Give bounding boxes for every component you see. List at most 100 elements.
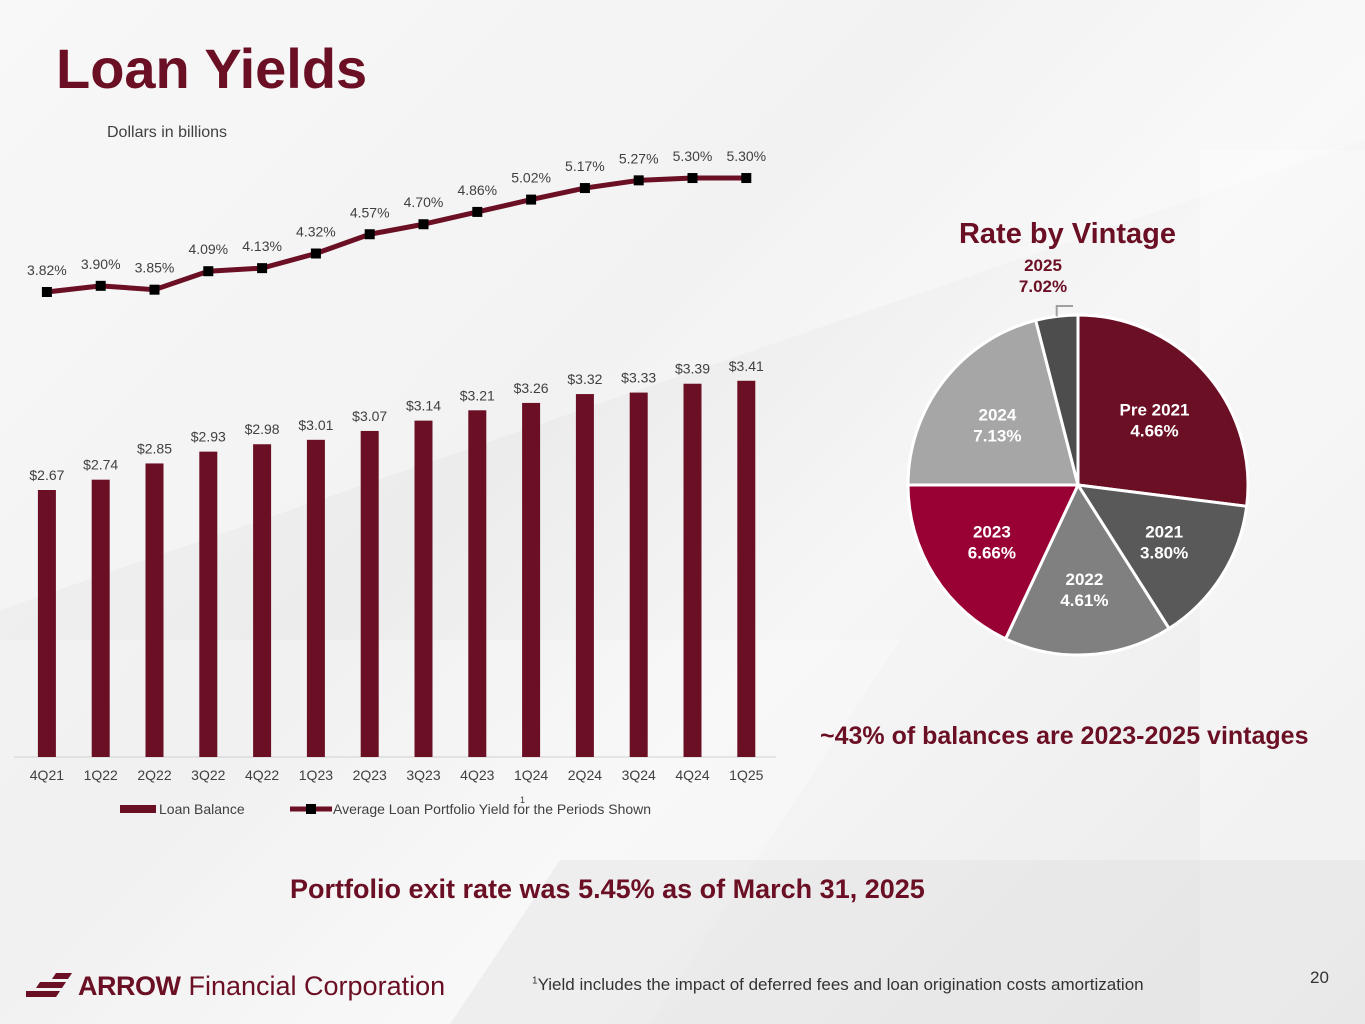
yield-point bbox=[257, 263, 268, 274]
bar-value-label: $3.21 bbox=[460, 387, 495, 403]
pie-slice-label: 2022 bbox=[1065, 570, 1103, 589]
bar-value-label: $3.14 bbox=[406, 398, 441, 414]
legend-footnote-marker: 1 bbox=[520, 795, 525, 805]
yield-point bbox=[472, 206, 483, 217]
loan-balance-bar bbox=[37, 490, 56, 757]
arrow-logo-icon bbox=[26, 973, 72, 997]
vintage-note: ~43% of balances are 2023-2025 vintages bbox=[820, 722, 1309, 750]
pie-slice bbox=[1033, 313, 1080, 486]
yield-point bbox=[741, 173, 752, 184]
yield-point bbox=[526, 194, 537, 205]
yield-point bbox=[149, 284, 160, 295]
x-tick-label: 1Q25 bbox=[729, 767, 763, 783]
pie-slice-rate: 3.80% bbox=[1140, 544, 1188, 563]
x-tick-label: 3Q23 bbox=[406, 767, 440, 783]
exit-rate-note: Portfolio exit rate was 5.45% as of Marc… bbox=[290, 874, 925, 904]
loan-balance-bar bbox=[414, 420, 433, 757]
x-tick-label: 1Q24 bbox=[514, 767, 548, 783]
yield-value-label: 4.32% bbox=[296, 224, 336, 240]
pie-slice-label: 2023 bbox=[973, 523, 1011, 542]
yield-value-label: 5.02% bbox=[511, 170, 551, 186]
yield-value-label: 4.09% bbox=[188, 241, 228, 257]
pie-slice-label: 2021 bbox=[1145, 523, 1183, 542]
bar-value-label: $2.93 bbox=[191, 429, 226, 445]
loan-balance-bar bbox=[199, 451, 218, 757]
footnote-marker: 1 bbox=[532, 975, 538, 987]
legend-label-loan-balance: Loan Balance bbox=[159, 801, 245, 817]
loan-balance-bar bbox=[91, 479, 110, 757]
loan-balance-bar bbox=[522, 402, 541, 757]
pie-slice-label: Pre 2021 bbox=[1120, 401, 1190, 420]
yield-value-label: 5.17% bbox=[565, 158, 605, 174]
bar-value-label: $2.67 bbox=[29, 467, 64, 483]
loan-balance-bar bbox=[737, 380, 756, 757]
legend-label-yield: Average Loan Portfolio Yield for the Per… bbox=[333, 801, 651, 817]
logo-company-name: Financial Corporation bbox=[188, 970, 446, 1001]
bar-value-label: $3.33 bbox=[621, 370, 656, 386]
pie-slice-rate: 4.61% bbox=[1060, 591, 1108, 610]
loan-balance-bar bbox=[253, 444, 272, 757]
pie-slice-label: 2025 bbox=[1024, 256, 1062, 275]
x-tick-label: 4Q21 bbox=[30, 767, 64, 783]
yield-point bbox=[687, 173, 698, 184]
yield-value-label: 3.82% bbox=[27, 262, 67, 278]
x-tick-label: 2Q23 bbox=[353, 767, 387, 783]
chart-subtitle: Dollars in billions bbox=[107, 124, 228, 141]
x-tick-label: 1Q22 bbox=[84, 767, 118, 783]
yield-point bbox=[203, 266, 214, 277]
footnote-text: Yield includes the impact of deferred fe… bbox=[537, 975, 1144, 994]
yield-value-label: 5.30% bbox=[673, 148, 713, 164]
bar-value-label: $3.39 bbox=[675, 361, 710, 377]
footnote: 1Yield includes the impact of deferred f… bbox=[532, 975, 1144, 995]
bar-value-label: $3.41 bbox=[729, 358, 764, 374]
yield-value-label: 3.90% bbox=[81, 256, 121, 272]
logo-brand: ARROW bbox=[78, 970, 181, 1001]
pie-slice-rate: 4.66% bbox=[1130, 422, 1178, 441]
pie-slice bbox=[1003, 481, 1172, 657]
yield-line bbox=[46, 175, 747, 295]
loan-balance-bar bbox=[145, 463, 164, 757]
yield-point bbox=[633, 175, 644, 186]
bar-value-label: $2.74 bbox=[83, 457, 118, 473]
bar-value-label: $2.98 bbox=[245, 421, 280, 437]
x-tick-label: 4Q22 bbox=[245, 767, 279, 783]
rate-by-vintage-pie: Pre 2021 4.66% 2021 3.80% 2022 4.61% 2023 6.66%… bbox=[906, 256, 1250, 657]
x-tick-label: 1Q23 bbox=[299, 767, 333, 783]
loan-balance-bar bbox=[575, 394, 594, 757]
pie-slice-rate: 6.66% bbox=[968, 544, 1016, 563]
bar-value-label: $2.85 bbox=[137, 440, 172, 456]
yield-point bbox=[41, 287, 52, 297]
yield-point bbox=[364, 229, 375, 240]
bar-value-label: $3.01 bbox=[298, 417, 333, 433]
pie-slice bbox=[906, 318, 1080, 487]
company-logo: ARROW Financial Corporation bbox=[26, 966, 445, 1006]
pie-title: Rate by Vintage bbox=[958, 218, 1177, 250]
pie-slice-rate: 7.13% bbox=[973, 426, 1021, 445]
loan-balance-bar bbox=[629, 392, 648, 757]
bar-value-label: $3.07 bbox=[352, 408, 387, 424]
x-tick-label: 3Q24 bbox=[622, 767, 656, 783]
x-tick-label: 4Q24 bbox=[675, 767, 709, 783]
page-number: 20 bbox=[1310, 968, 1329, 987]
pie-slice-rate: 7.02% bbox=[1019, 277, 1067, 296]
yield-value-label: 4.86% bbox=[457, 182, 497, 198]
x-tick-label: 4Q23 bbox=[460, 767, 494, 783]
pie-leader-line bbox=[1055, 305, 1073, 317]
pie-slice bbox=[906, 483, 1081, 641]
yield-value-label: 3.85% bbox=[135, 260, 175, 276]
yield-value-label: 4.57% bbox=[350, 204, 390, 220]
yield-point bbox=[418, 219, 429, 230]
yield-value-label: 4.70% bbox=[404, 194, 444, 210]
page-title: Loan Yields bbox=[56, 37, 368, 100]
pie-slice bbox=[1076, 313, 1250, 508]
yield-value-label: 5.30% bbox=[726, 148, 766, 164]
pie-slice bbox=[1075, 483, 1249, 631]
yield-value-label: 5.27% bbox=[619, 150, 659, 166]
x-tick-label: 2Q22 bbox=[137, 767, 171, 783]
bar-value-label: $3.32 bbox=[567, 371, 602, 387]
yield-point bbox=[310, 248, 321, 259]
loan-balance-bar bbox=[306, 439, 325, 757]
x-tick-label: 3Q22 bbox=[191, 767, 225, 783]
x-tick-label: 2Q24 bbox=[568, 767, 602, 783]
loan-balance-bar bbox=[360, 430, 379, 757]
